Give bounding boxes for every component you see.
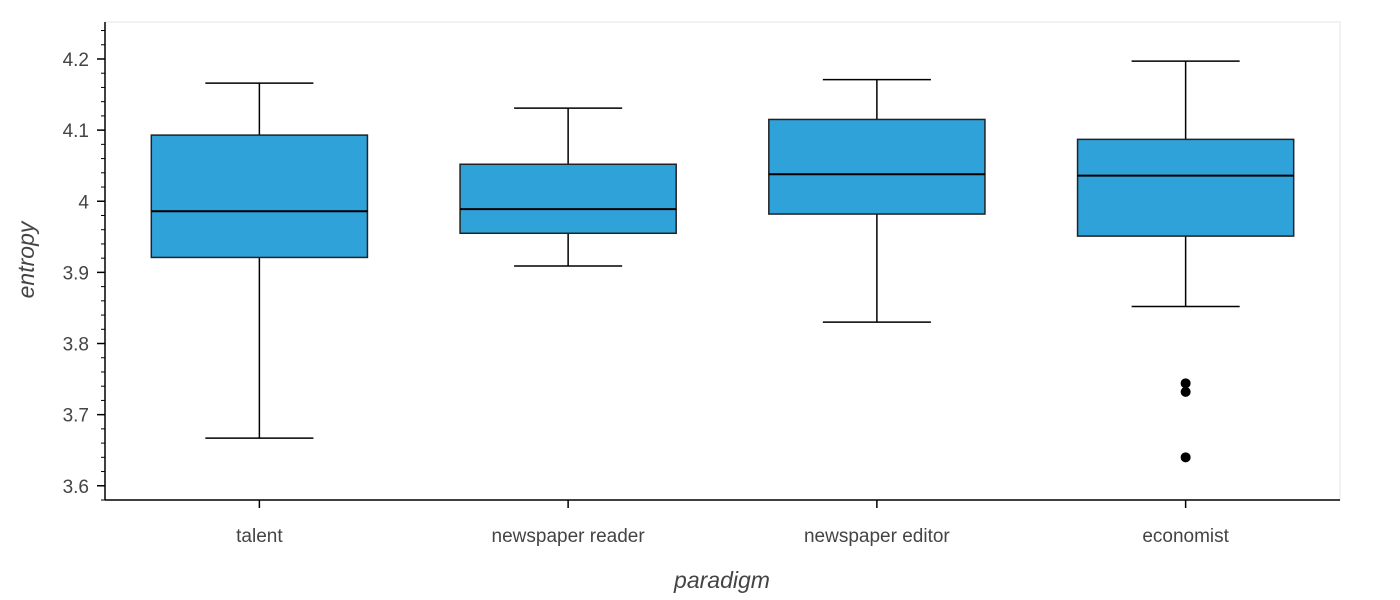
outlier-point [1180,452,1191,463]
y-tick-label: 3.9 [63,263,89,284]
y-axis-ticks: 3.6 3.7 3.8 3.9 4 4.1 4.2 [63,30,105,501]
iqr-box [768,118,986,215]
x-tick-label: talent [236,526,283,547]
box-talent [150,82,369,439]
outlier-point [1180,378,1191,389]
y-tick-label: 3.8 [63,335,89,356]
iqr-box [150,134,369,259]
plot-frame [104,21,1341,501]
x-axis-ticks: talent newspaper reader newspaper editor ec… [236,500,1230,547]
box-newspaper-editor [768,78,986,323]
x-axis-label: paradigm [673,567,770,593]
iqr-box [1076,138,1295,237]
iqr-box [459,163,677,235]
y-tick-label: 3.7 [63,406,89,427]
outlier-point [1180,386,1191,397]
x-tick-label: newspaper editor [804,526,950,547]
box-series [150,60,1295,463]
y-tick-label: 4.2 [63,50,89,71]
x-tick-label: economist [1142,526,1229,547]
y-tick-label: 4.1 [63,121,89,142]
box-economist [1076,60,1295,463]
y-tick-label: 4 [78,192,89,213]
y-axis-label: entropy [13,220,39,298]
y-tick-label: 3.6 [63,477,89,498]
x-tick-label: newspaper reader [492,526,646,547]
box-newspaper-reader [459,107,677,267]
